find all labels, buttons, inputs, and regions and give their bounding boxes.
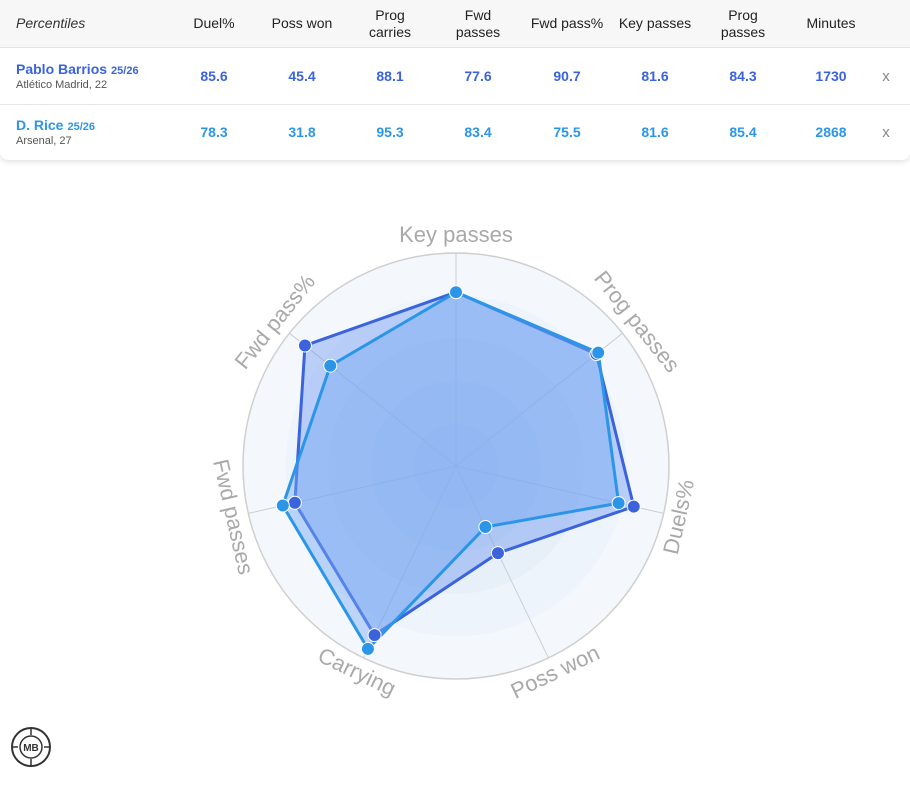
header-minutes[interactable]: Minutes — [806, 15, 856, 31]
radar-spoke — [455, 465, 549, 659]
value-duel-pct: 85.6 — [200, 68, 228, 84]
radar-point — [360, 641, 375, 656]
value-fwd-pass-pct: 75.5 — [553, 124, 581, 140]
value-fwd-passes: 83.4 — [464, 124, 492, 140]
radar-point — [626, 499, 641, 514]
mb-logo: MB — [11, 727, 51, 767]
radar-point — [449, 285, 463, 300]
player-season: 25/26 — [67, 121, 95, 133]
radar-point — [490, 546, 505, 561]
header-fwd-passes[interactable]: Fwd passes — [455, 6, 501, 40]
radar-spoke — [289, 332, 457, 467]
header-fwd-pass-pct[interactable]: Fwd pass% — [530, 15, 604, 31]
value-prog-passes: 85.4 — [729, 124, 757, 140]
header-key-passes[interactable]: Key passes — [618, 15, 692, 31]
player-name-text: Pablo Barrios — [16, 61, 108, 77]
comparison-table: Percentiles Duel% Poss won Prog carries … — [0, 0, 910, 160]
table-row: D. Rice 25/26 Arsenal, 27 78.3 31.8 95.3 … — [0, 104, 910, 160]
radar-point — [367, 628, 382, 643]
value-prog-passes: 84.3 — [729, 68, 757, 84]
player-name[interactable]: Pablo Barrios 25/26 — [16, 61, 139, 77]
value-fwd-passes: 77.6 — [464, 68, 492, 84]
value-minutes: 1730 — [815, 68, 847, 84]
value-key-passes: 81.6 — [641, 124, 669, 140]
radar-spoke — [363, 465, 457, 659]
header-poss-won[interactable]: Poss won — [271, 15, 333, 31]
value-key-passes: 81.6 — [641, 68, 669, 84]
radar-point — [323, 358, 338, 373]
radar-point — [611, 496, 626, 511]
player-name-text: D. Rice — [16, 117, 64, 133]
table-row: Pablo Barrios 25/26 Atlético Madrid, 22 8… — [0, 48, 910, 105]
value-prog-carries: 88.1 — [376, 68, 404, 84]
radar-point — [478, 520, 493, 535]
radar-point — [297, 338, 312, 353]
player-season: 25/26 — [111, 65, 139, 77]
player-team: Atlético Madrid, 22 — [16, 79, 108, 91]
value-poss-won: 45.4 — [288, 68, 316, 84]
radar-point — [275, 498, 290, 513]
player-team: Arsenal, 27 — [16, 135, 72, 147]
radar-point — [287, 495, 302, 510]
value-poss-won: 31.8 — [288, 124, 316, 140]
header-percentiles: Percentiles — [16, 15, 86, 31]
value-prog-carries: 95.3 — [376, 124, 404, 140]
header-prog-passes[interactable]: Prog passes — [720, 6, 766, 40]
value-minutes: 2868 — [815, 124, 847, 140]
player-name[interactable]: D. Rice 25/26 — [16, 117, 95, 133]
radar-series-area — [281, 290, 621, 651]
radar-point — [591, 345, 606, 360]
header-duel-pct[interactable]: Duel% — [193, 15, 235, 31]
logo-text: MB — [23, 743, 39, 754]
header-prog-carries[interactable]: Prog carries — [368, 6, 411, 40]
remove-player-button[interactable]: x — [882, 67, 890, 85]
table-header: Percentiles Duel% Poss won Prog carries … — [0, 0, 910, 48]
remove-player-button[interactable]: x — [882, 123, 890, 141]
value-duel-pct: 78.3 — [200, 124, 228, 140]
value-fwd-pass-pct: 90.7 — [553, 68, 581, 84]
axis-label: Key passes — [399, 222, 513, 247]
